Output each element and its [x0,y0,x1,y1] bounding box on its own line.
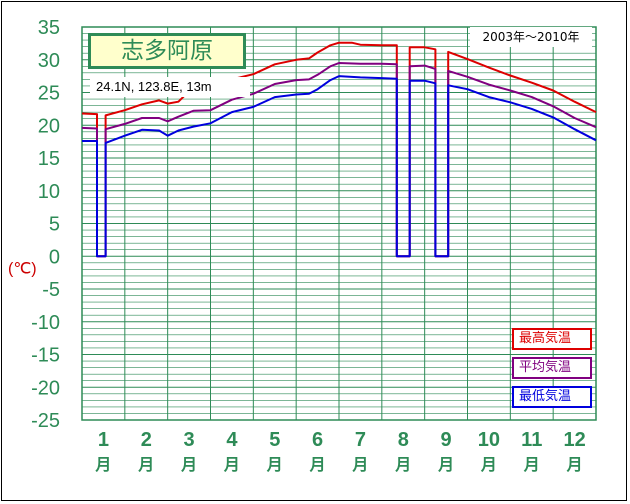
y-tick-label: 10 [38,181,60,203]
x-tick-label: 7 [355,429,366,451]
x-tick-label: 8 [398,429,409,451]
series-line-3 [82,75,597,258]
x-unit-label: 月 [137,455,154,474]
x-tick-label: 12 [563,429,585,451]
y-tick-label: 30 [38,50,60,72]
legend-max: 最高気温 [512,328,592,350]
x-tick-label: 4 [226,429,238,451]
y-tick-label: -20 [31,377,60,399]
y-tick-label: -25 [31,410,60,432]
x-unit-label: 月 [180,455,197,474]
x-unit-label: 月 [94,455,111,474]
y-tick-label: 35 [38,17,60,39]
x-tick-label: 6 [312,429,323,451]
y-tick-label: 5 [49,214,60,236]
x-unit-label: 月 [223,455,240,474]
y-tick-label: 25 [38,83,60,105]
y-tick-label: -10 [31,312,60,334]
y-tick-label: -15 [31,345,60,367]
x-unit-label: 月 [394,455,411,474]
x-unit-label: 月 [266,455,283,474]
series-line-2 [81,62,597,258]
legend-min: 最低気温 [512,386,592,408]
x-tick-label: 3 [184,429,195,451]
x-unit-label: 月 [351,455,368,474]
x-tick-label: 11 [521,429,542,451]
x-unit-label: 月 [309,455,326,474]
y-tick-label: 20 [38,115,60,137]
y-tick-label: -5 [42,279,60,301]
y-tick-label: 0 [49,246,60,268]
x-unit-label: 月 [480,455,497,474]
series-line-1 [81,41,597,258]
x-tick-label: 2 [141,429,152,451]
legend-mean: 平均気温 [512,357,592,379]
period-label: 2003年〜2010年 [470,27,592,47]
location-label: 24.1N, 123.8E, 13m [90,77,250,97]
x-unit-label: 月 [523,455,540,474]
x-tick-label: 5 [269,429,280,451]
y-unit-label: (℃) [8,260,37,277]
x-tick-label: 10 [478,429,500,451]
x-unit-label: 月 [437,455,454,474]
x-tick-label: 1 [98,429,109,451]
x-unit-label: 月 [566,455,583,474]
y-tick-label: 15 [38,148,60,170]
x-tick-label: 9 [441,429,452,451]
station-title: 志多阿原 [88,33,246,69]
